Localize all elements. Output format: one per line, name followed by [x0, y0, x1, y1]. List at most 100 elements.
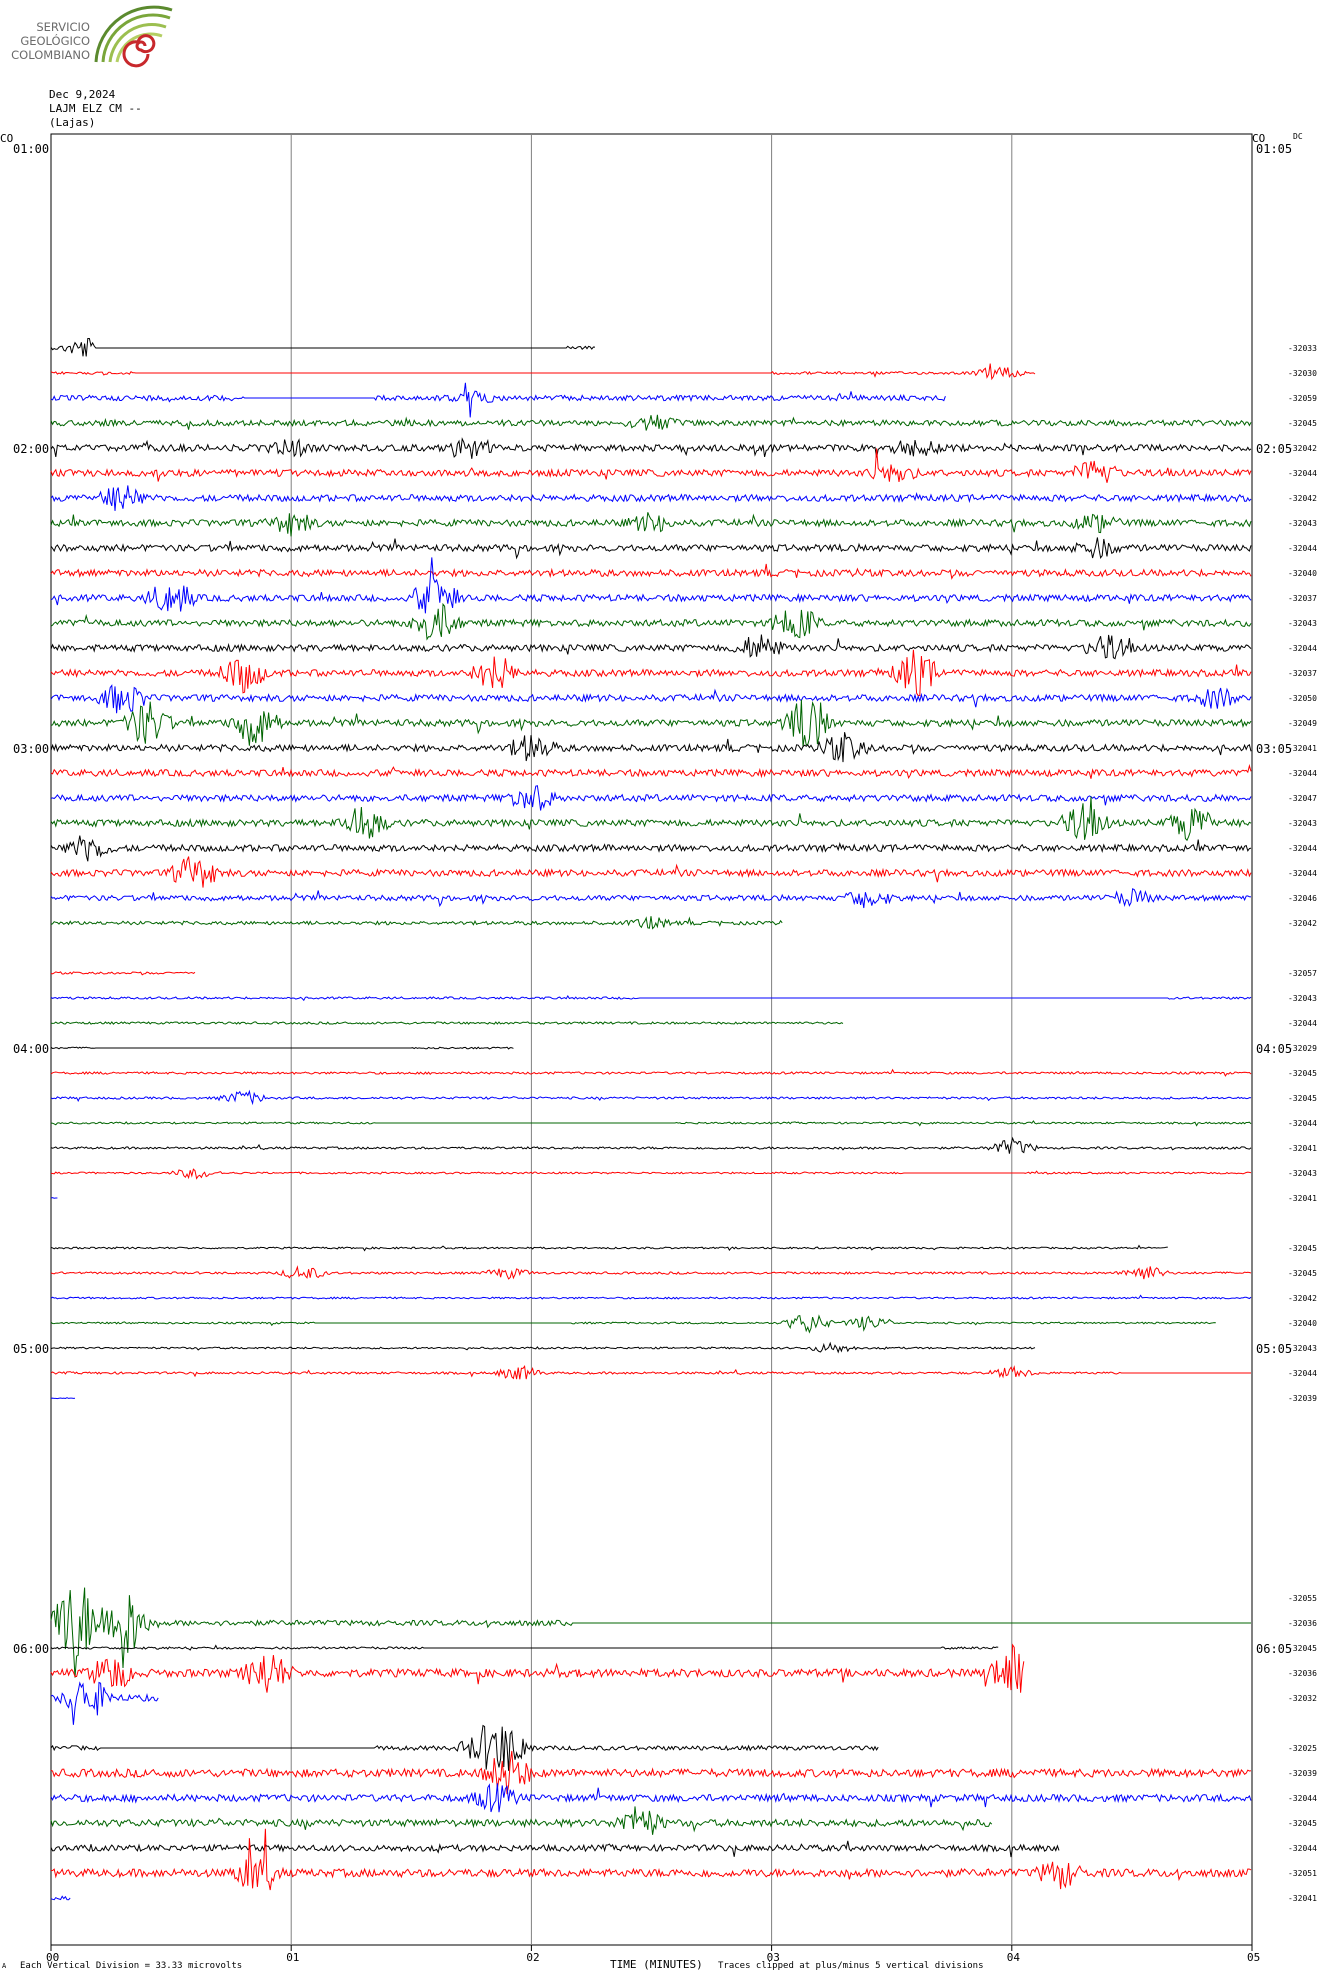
seismic-trace: [50, 1895, 71, 1901]
site-label: (Lajas): [49, 116, 96, 129]
trace-offset-label: -32036: [1288, 1619, 1317, 1628]
seismic-trace: [50, 1783, 1252, 1813]
x-tick-label: 03: [767, 1951, 780, 1964]
seismic-trace: [50, 699, 1252, 747]
trace-offset-label: -32042: [1288, 494, 1317, 503]
seismic-trace: [50, 338, 596, 357]
seismic-trace: [50, 448, 1252, 483]
x-tick-label: 00: [46, 1951, 59, 1964]
trace-offset-label: -32057: [1288, 969, 1317, 978]
trace-offset-label: -32041: [1288, 1144, 1317, 1153]
trace-offset-label: -32032: [1288, 1694, 1317, 1703]
trace-offset-label: -32045: [1288, 1069, 1317, 1078]
right-corner-label: CO: [1252, 132, 1266, 145]
seismic-trace: [50, 634, 1252, 660]
left-time-label: 03:00: [13, 742, 49, 756]
trace-offset-label: -32042: [1288, 919, 1317, 928]
trace-offset-label: -32039: [1288, 1769, 1317, 1778]
seismic-trace: [50, 414, 1252, 431]
seismic-trace: [50, 1724, 879, 1771]
logo-line-1: SERVICIO: [36, 20, 90, 34]
trace-offset-label: -32025: [1288, 1744, 1317, 1753]
date-label: Dec 9,2024: [49, 88, 116, 101]
seismic-trace: [50, 1397, 76, 1400]
seismic-trace: [50, 1681, 159, 1725]
seismic-trace: [50, 1265, 1252, 1280]
seismic-trace: [50, 995, 1252, 1002]
seismic-trace: [50, 796, 1252, 842]
left-time-label: 06:00: [13, 1642, 49, 1656]
clip-note: Traces clipped at plus/minus 5 vertical …: [718, 1961, 984, 1971]
seismic-trace: [50, 916, 783, 930]
seismic-trace: [50, 649, 1252, 697]
right-time-label: 03:05: [1256, 742, 1292, 756]
seismic-trace: [50, 1750, 1252, 1795]
logo-line-2: GEOLÓGICO: [20, 34, 90, 48]
trace-offset-label: -32044: [1288, 544, 1317, 553]
right-time-label: 06:05: [1256, 1642, 1292, 1656]
trace-offset-label: -32045: [1288, 1819, 1317, 1828]
seismic-trace: [50, 1314, 1216, 1334]
seismic-trace: [50, 684, 1252, 714]
trace-offset-label: -32044: [1288, 869, 1317, 878]
seismic-trace: [50, 563, 1252, 580]
trace-offset-label: -32044: [1288, 1019, 1317, 1028]
trace-offset-label: -32040: [1288, 569, 1317, 578]
trace-offset-label: -32046: [1288, 894, 1317, 903]
seismic-trace: [50, 1244, 1168, 1252]
seismic-trace: [50, 835, 1252, 862]
seismic-trace: [50, 557, 1252, 614]
seismic-trace: [50, 437, 1252, 459]
trace-offset-label: -32043: [1288, 1169, 1317, 1178]
seismic-trace: [50, 1046, 514, 1050]
seismic-trace: [50, 602, 1252, 641]
trace-offset-label: -32043: [1288, 994, 1317, 1003]
seismic-trace: [50, 1840, 1060, 1858]
trace-offset-label: -32044: [1288, 469, 1317, 478]
x-tick-label: 01: [286, 1951, 299, 1964]
right-time-label: 01:05: [1256, 142, 1292, 156]
seismic-trace: [50, 1136, 1252, 1154]
seismic-trace: [50, 1587, 1251, 1678]
trace-offset-label: -32044: [1288, 1794, 1317, 1803]
trace-offset-label: -32030: [1288, 369, 1317, 378]
logo-arc-4: [115, 32, 163, 63]
trace-offset-label: -32039: [1288, 1394, 1317, 1403]
trace-offset-label: -32033: [1288, 344, 1317, 353]
scale-note: Each Vertical Division = 33.33 microvolt…: [20, 1961, 243, 1971]
x-axis-title: TIME (MINUTES): [610, 1958, 703, 1971]
trace-offset-label: -32043: [1288, 619, 1317, 628]
trace-offset-label: -32037: [1288, 594, 1317, 603]
left-corner-label: CO: [0, 132, 14, 145]
seismic-trace: [50, 1068, 1252, 1077]
trace-offset-label: -32045: [1288, 1094, 1317, 1103]
left-time-label: 04:00: [13, 1042, 49, 1056]
seismic-trace: [50, 363, 1036, 381]
seismic-trace: [50, 382, 946, 418]
right-time-label: 02:05: [1256, 442, 1292, 456]
x-tick-label: 05: [1247, 1951, 1260, 1964]
logo-arc-3: [108, 23, 167, 63]
seismic-trace: [50, 785, 1252, 811]
trace-offset-label: -32044: [1288, 844, 1317, 853]
trace-offset-label: -32044: [1288, 1844, 1317, 1853]
seismic-trace: [50, 485, 1252, 511]
sgc-logo: SERVICIO GEOLÓGICO COLOMBIANO: [0, 0, 190, 80]
seismic-trace: [50, 1168, 1252, 1180]
trace-offset-label: -32041: [1288, 1194, 1317, 1203]
trace-offset-label: -32041: [1288, 1894, 1317, 1903]
trace-offset-label: -32055: [1288, 1594, 1317, 1603]
right-time-label: 05:05: [1256, 1342, 1292, 1356]
seismic-trace: [50, 1365, 1251, 1380]
corner-mark: A: [2, 1962, 7, 1970]
x-tick-label: 02: [526, 1951, 539, 1964]
right-corner-small-label: DC: [1293, 132, 1303, 141]
station-label: LAJM ELZ CM --: [49, 102, 142, 115]
seismic-trace: [50, 1828, 1252, 1891]
trace-offset-label: -32050: [1288, 694, 1317, 703]
seismic-trace: [50, 512, 1252, 537]
x-tick-label: 04: [1007, 1951, 1021, 1964]
seismic-trace: [50, 888, 1252, 909]
logo-emblem: [94, 5, 173, 68]
seismic-trace: [50, 1089, 1252, 1106]
